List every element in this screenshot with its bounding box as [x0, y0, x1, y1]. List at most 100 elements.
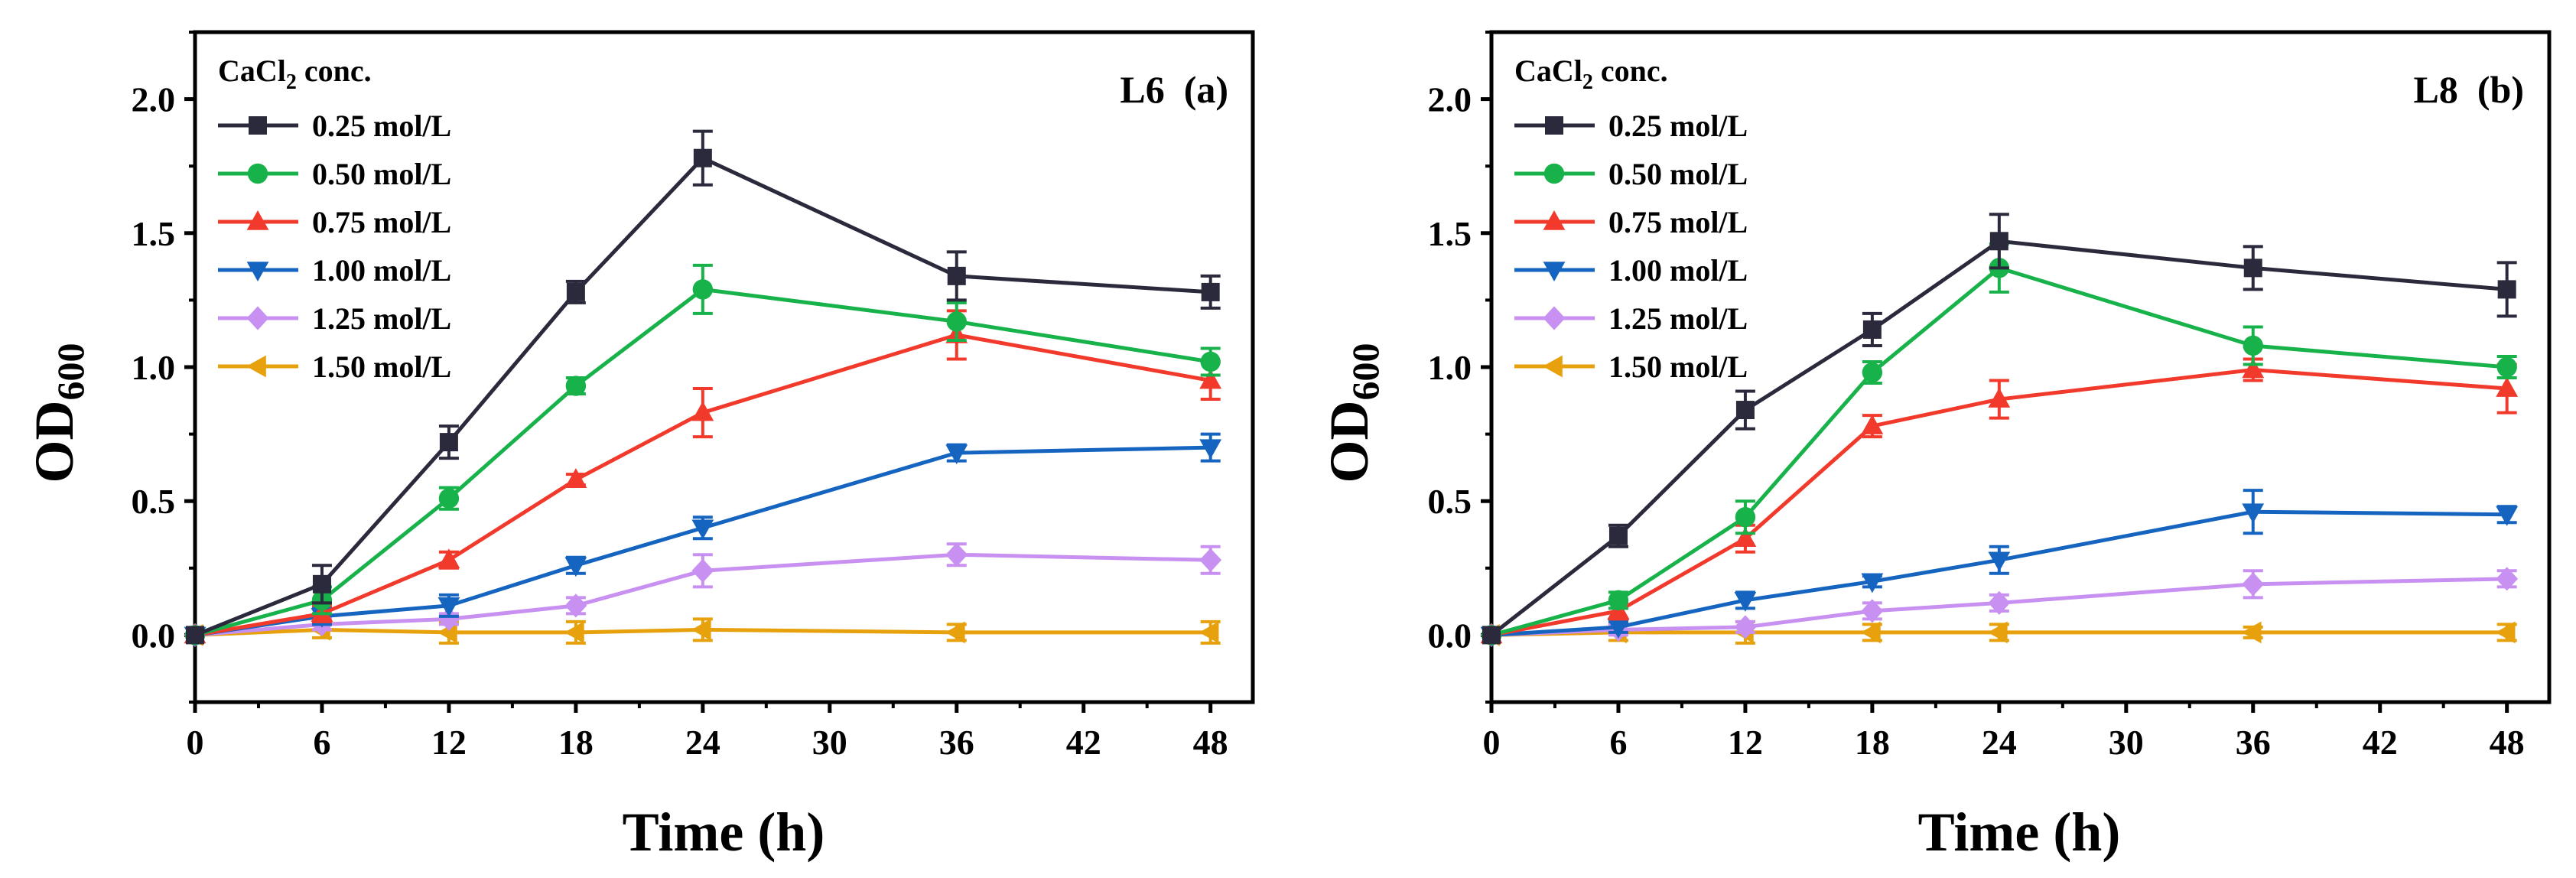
legend-swatch-marker: [246, 355, 266, 378]
data-point: [1201, 282, 1220, 301]
legend-title-main: CaCl: [218, 54, 286, 88]
x-tick-label: 6: [1609, 723, 1627, 762]
x-tick-label: 0: [1483, 723, 1501, 762]
legend-label-3: 1.00 mol/L: [312, 253, 451, 288]
y-tick-label: 0.5: [1428, 482, 1472, 521]
data-point: [2242, 358, 2265, 379]
x-tick-label: 12: [1728, 723, 1763, 762]
data-point: [566, 282, 585, 301]
legend-title: CaCl2 conc.: [1514, 54, 1668, 94]
data-point: [2497, 280, 2516, 299]
x-tick-label: 48: [2490, 723, 2525, 762]
x-axis-title: Time (h): [1918, 802, 2121, 863]
data-point: [1199, 621, 1219, 644]
data-point: [692, 279, 714, 300]
data-point: [1861, 599, 1884, 623]
legend-swatch-marker: [246, 306, 269, 330]
x-tick-label: 42: [2363, 723, 2398, 762]
legend-swatch-marker: [1543, 355, 1563, 378]
x-tick-label: 36: [939, 723, 974, 762]
data-point: [1608, 590, 1629, 611]
legend-label-5: 1.50 mol/L: [312, 350, 451, 384]
x-tick-label: 30: [2109, 723, 2144, 762]
x-tick-label: 30: [812, 723, 847, 762]
data-point: [1735, 401, 1755, 420]
x-tick-label: 36: [2236, 723, 2271, 762]
legend-swatch-marker: [1543, 262, 1566, 281]
legend-swatch: [1514, 116, 1595, 135]
x-tick-label: 24: [1982, 723, 2017, 762]
data-point: [1735, 507, 1756, 528]
data-point: [2243, 259, 2262, 278]
data-point: [186, 626, 204, 645]
y-axis-title: OD600: [24, 343, 92, 483]
y-tick-labels: 0.0 0.5 1.0 1.5 2.0: [1428, 80, 1472, 655]
legend-swatch-marker: [1545, 116, 1563, 135]
data-point: [1482, 626, 1501, 645]
legend-label-4: 1.25 mol/L: [312, 301, 451, 336]
data-point: [1199, 439, 1222, 460]
x-tick-label: 24: [685, 723, 720, 762]
data-point: [564, 621, 584, 644]
data-point: [691, 401, 714, 421]
x-tick-label: 0: [187, 723, 204, 762]
data-point: [947, 266, 966, 285]
x-axis-title: Time (h): [623, 802, 825, 863]
y-tick-label: 1.0: [1428, 348, 1472, 387]
panel-label: L8 (b): [2414, 68, 2524, 111]
data-point: [1734, 527, 1757, 548]
data-series-group: [1480, 213, 2519, 647]
legend-swatch: [1514, 262, 1595, 281]
data-point: [1987, 621, 2008, 644]
legend-swatch: [1514, 355, 1595, 378]
data-point: [437, 606, 460, 631]
legend-swatch-marker: [1543, 163, 1565, 184]
panel-label: L6 (a): [1120, 68, 1228, 111]
data-point: [439, 433, 458, 452]
series-0-25-mol-l: [1482, 213, 2517, 645]
data-point: [2243, 335, 2263, 356]
data-point: [2242, 572, 2265, 597]
axis-ticks: [1481, 31, 2509, 713]
legend-label-2: 0.75 mol/L: [1608, 205, 1748, 239]
data-point: [691, 519, 714, 540]
legend-label-4: 1.25 mol/L: [1608, 301, 1748, 336]
data-point: [2496, 506, 2519, 526]
data-point: [1861, 573, 1884, 593]
legend-swatch: [218, 355, 298, 378]
x-tick-label: 12: [431, 723, 467, 762]
data-point: [945, 621, 965, 644]
data-point: [564, 557, 587, 577]
legend-swatch: [1514, 163, 1595, 184]
data-point: [2496, 377, 2519, 397]
data-point: [1988, 551, 2011, 572]
data-point: [1199, 369, 1222, 389]
data-point: [1862, 362, 1883, 383]
data-point: [945, 444, 968, 465]
data-point: [691, 618, 711, 641]
data-point: [1988, 388, 2011, 408]
axis-ticks: [184, 31, 1213, 713]
chart-panel-b: OD600 Time (h) L8 (b) CaCl2 conc. 0.25 m…: [1319, 30, 2552, 863]
data-point: [2496, 567, 2519, 591]
y-tick-label: 0.0: [1428, 616, 1472, 655]
data-series-group: [184, 129, 1222, 647]
y-tick-label: 0.5: [132, 482, 176, 521]
legend-label-3: 1.00 mol/L: [1608, 253, 1748, 288]
legend-label-0: 0.25 mol/L: [312, 109, 451, 143]
data-point: [2495, 621, 2516, 644]
y-axis-title: OD600: [1319, 343, 1387, 483]
legend: CaCl2 conc. 0.25 mol/L 0.50 mol/L 0.75 m…: [218, 54, 451, 384]
legend-swatch-marker: [1543, 306, 1566, 330]
x-tick-labels: 0 6 12 18 24 30 36 42 48: [187, 723, 1228, 762]
x-tick-label: 42: [1066, 723, 1101, 762]
y-tick-label: 2.0: [132, 80, 176, 119]
y-axis-title-main: OD: [24, 401, 85, 483]
y-tick-label: 1.0: [132, 348, 176, 387]
data-point: [2242, 503, 2265, 524]
legend: CaCl2 conc. 0.25 mol/L 0.50 mol/L 0.75 m…: [1514, 54, 1748, 384]
y-axis-title-main: OD: [1319, 401, 1380, 483]
x-tick-label: 18: [558, 723, 594, 762]
